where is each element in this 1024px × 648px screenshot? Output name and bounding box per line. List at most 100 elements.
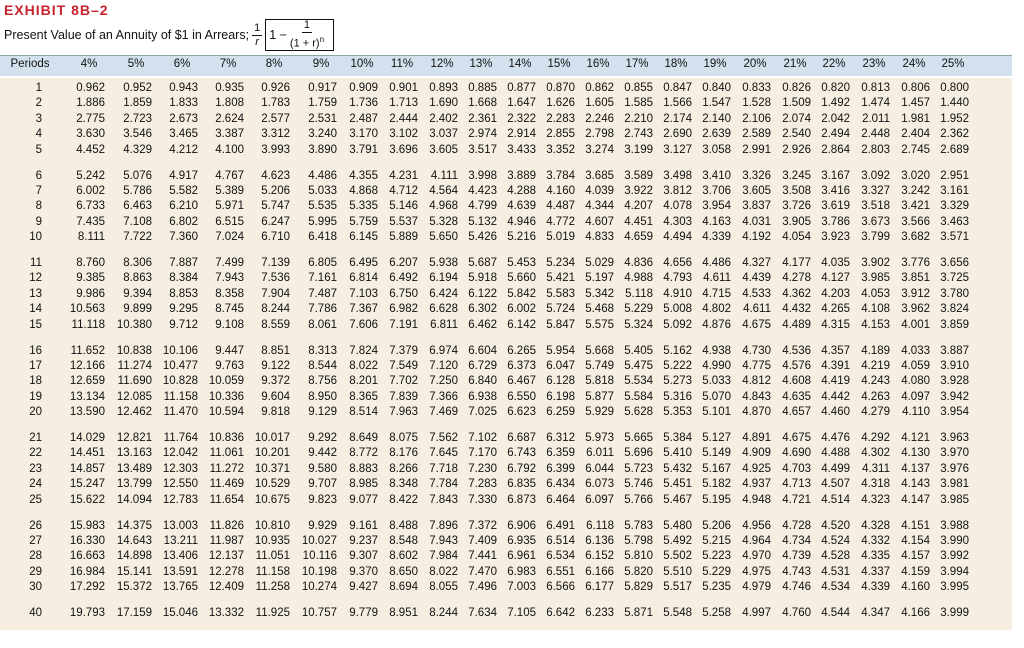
value-cell: 4.833 [585,231,614,244]
period-cell: 25 [29,493,42,506]
value-cell: 2.402 [429,112,458,125]
value-cell: 3.985 [940,493,969,506]
value-cell: 16.984 [69,565,105,578]
value-cell: 4.775 [742,359,771,372]
value-cell: 8.422 [389,493,418,506]
value-cell: 4.243 [861,375,890,388]
value-cell: 5.384 [663,432,692,444]
value-cell: 4.318 [861,478,890,491]
value-cell: 3.421 [901,200,930,213]
value-cell: 1.690 [429,97,458,110]
value-cell: 7.470 [468,565,497,578]
period-cell: 23 [29,462,42,475]
value-cell: 6.906 [507,519,536,532]
value-cell: 7.887 [169,257,198,269]
value-cell: 13.134 [69,390,105,403]
value-cell: 4.675 [742,318,771,331]
value-cell: 10.059 [208,375,244,388]
period-cell: 14 [29,303,42,316]
value-cell: 8.760 [76,257,105,269]
value-cell: 5.008 [663,303,692,316]
value-cell: 2.639 [702,128,731,141]
value-cell: 5.889 [389,231,418,244]
value-cell: 15.141 [116,565,152,578]
value-cell: 0.885 [468,82,497,94]
value-cell: 2.444 [389,112,418,125]
value-cell: 6.840 [468,375,497,388]
value-cell: 10.027 [301,534,337,547]
value-cell: 3.037 [429,128,458,141]
value-cell: 9.823 [308,493,337,506]
value-cell: 3.954 [702,200,731,213]
value-cell: 7.487 [308,287,337,300]
value-cell: 4.315 [821,318,850,331]
value-cell: 7.025 [468,406,497,419]
value-cell: 9.307 [349,550,378,563]
value-cell: 3.837 [742,200,771,213]
value-cell: 4.451 [624,215,653,228]
value-cell: 6.198 [546,390,575,403]
value-cell: 3.630 [76,128,105,141]
value-cell: 3.902 [861,257,890,269]
value-cell: 10.810 [254,519,290,532]
period-cell: 15 [29,318,42,331]
value-cell: 3.673 [861,215,890,228]
value-cell: 10.116 [302,550,337,563]
period-cell: 16 [29,344,42,357]
value-cell: 4.487 [546,200,575,213]
column-header: 24% [902,58,926,70]
value-cell: 2.723 [123,112,152,125]
value-cell: 8.951 [389,607,418,619]
value-cell: 6.207 [389,257,418,269]
period-cell: 26 [29,519,42,532]
value-cell: 4.494 [663,231,692,244]
value-cell: 2.798 [585,128,614,141]
value-cell: 4.917 [169,169,198,182]
value-cell: 3.799 [861,231,890,244]
value-cell: 5.877 [585,390,614,403]
value-cell: 4.347 [861,607,890,619]
value-cell: 5.548 [663,607,692,619]
value-cell: 4.452 [76,143,105,156]
value-cell: 4.611 [703,272,731,285]
value-cell: 4.743 [782,565,811,578]
value-cell: 7.441 [468,550,497,563]
value-cell: 6.743 [507,447,536,460]
value-cell: 4.157 [901,550,930,563]
value-cell: 8.548 [389,534,418,547]
numerator: 1 [252,21,263,36]
value-cell: 2.743 [624,128,653,141]
value-cell: 0.952 [123,82,152,94]
value-cell: 1.647 [507,97,536,110]
value-cell: 6.974 [429,344,458,357]
value-cell: 7.360 [169,231,198,244]
value-cell: 4.514 [821,493,850,506]
column-header: 23% [862,58,886,70]
value-cell: 15.983 [69,519,105,532]
value-cell: 3.976 [940,462,969,475]
value-cell: 4.097 [901,390,930,403]
value-cell: 3.242 [901,184,930,197]
value-cell: 8.022 [429,565,458,578]
value-cell: 3.463 [940,215,969,228]
value-cell: 3.910 [940,359,969,372]
value-cell: 3.990 [940,534,969,547]
value-cell: 10.371 [254,462,290,475]
value-cell: 2.540 [782,128,811,141]
value-cell: 5.235 [702,581,731,594]
value-cell: 12.462 [116,406,152,419]
value-cell: 3.928 [940,375,969,388]
value-cell: 11.118 [71,318,105,331]
period-cell: 8 [35,200,42,213]
value-cell: 7.409 [468,534,497,547]
value-cell: 4.997 [742,607,771,619]
value-cell: 4.292 [861,432,890,444]
value-cell: 5.534 [624,375,653,388]
value-cell: 1.808 [215,97,244,110]
period-cell: 3 [35,112,42,125]
value-cell: 4.486 [702,257,731,269]
value-cell: 11.469 [209,478,244,491]
value-cell: 6.247 [261,215,290,228]
value-cell: 3.245 [782,169,811,182]
